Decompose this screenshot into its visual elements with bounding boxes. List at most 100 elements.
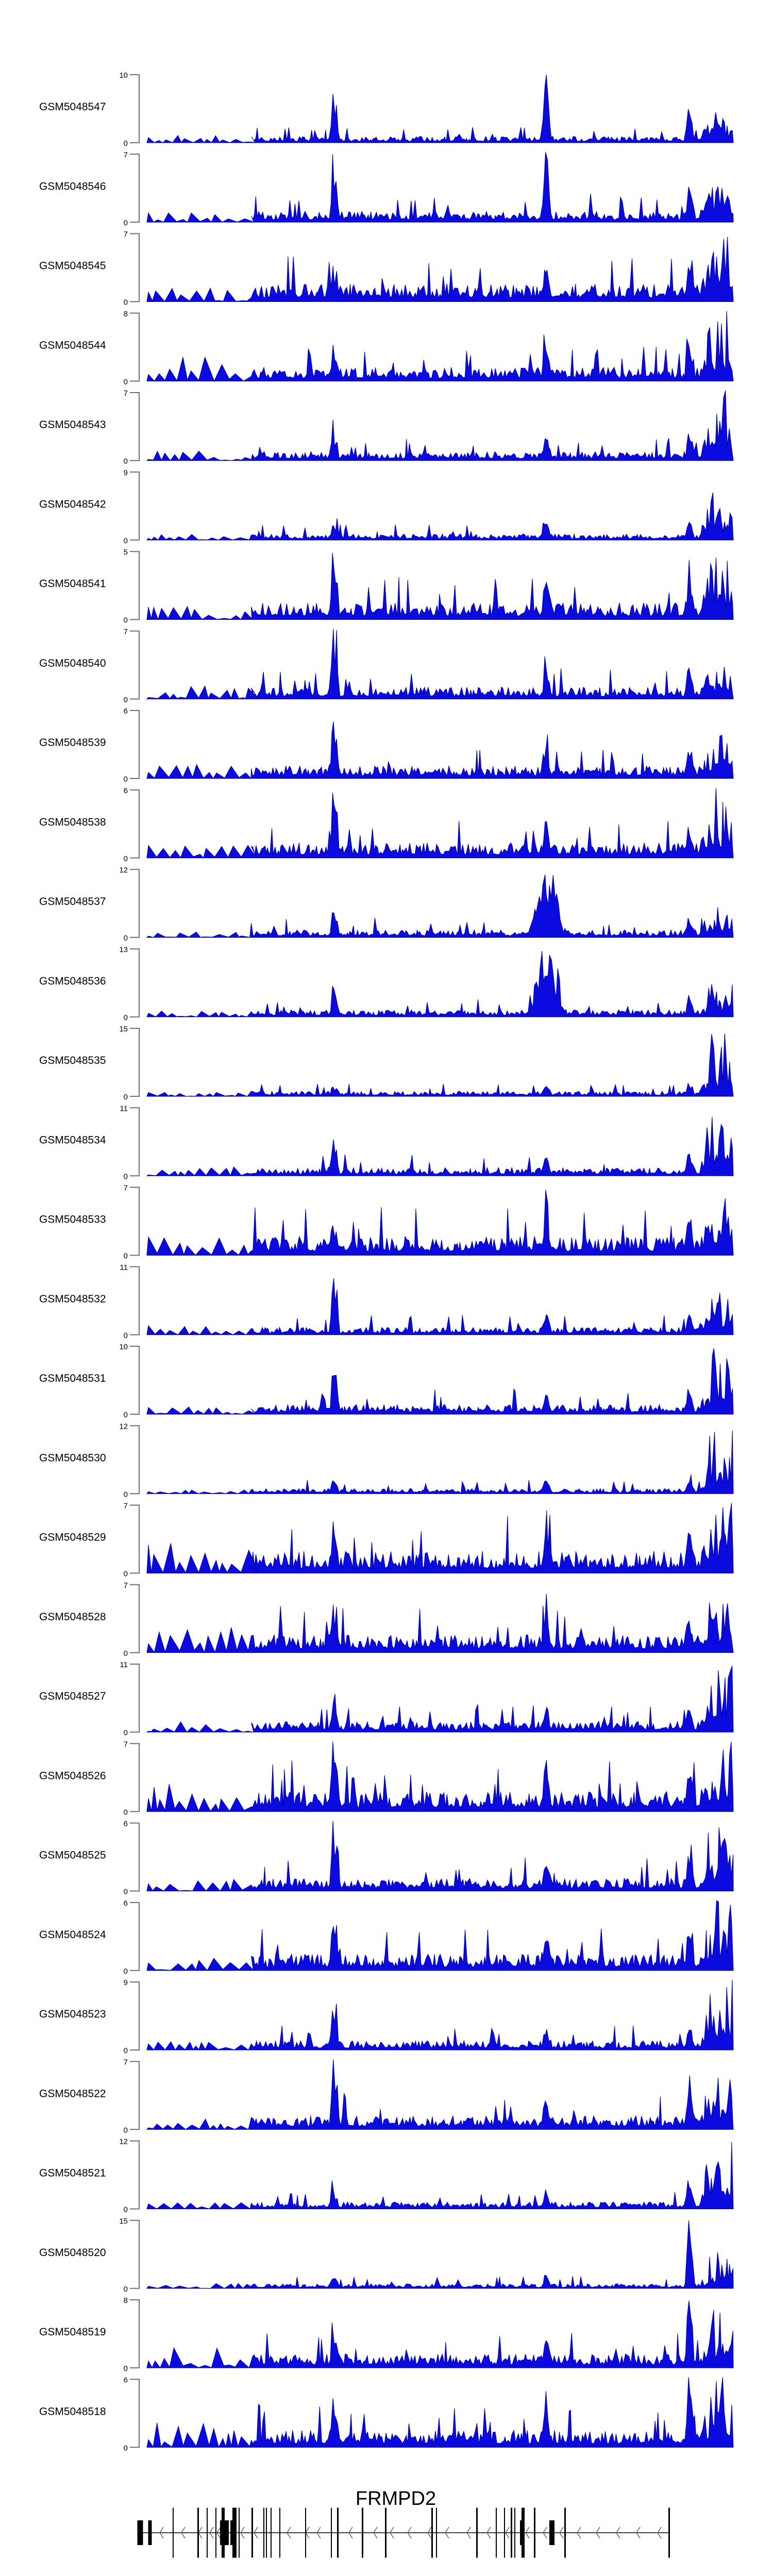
exon-box-tall bbox=[239, 2507, 240, 2558]
y-axis-max-tick-label: 11 bbox=[120, 1104, 128, 1113]
signal-histogram bbox=[146, 1033, 734, 1097]
signal-histogram bbox=[146, 1116, 734, 1177]
minus-strand-arrow-icon bbox=[427, 2527, 432, 2539]
coverage-track-GSM5048519: GSM5048519 8 0 bbox=[39, 2296, 734, 2373]
exon-box-tall bbox=[534, 2507, 535, 2558]
minus-strand-arrow-icon bbox=[657, 2527, 662, 2539]
signal-histogram bbox=[146, 492, 734, 541]
signal-histogram bbox=[146, 1594, 734, 1654]
minus-strand-arrow-icon bbox=[525, 2527, 530, 2539]
y-axis-bracket bbox=[130, 1822, 140, 1892]
coverage-track-GSM5048527: GSM5048527 11 0 bbox=[39, 1660, 734, 1737]
coverage-track-GSM5048523: GSM5048523 9 0 bbox=[39, 1978, 734, 2055]
y-axis-bracket bbox=[130, 789, 140, 859]
signal-histogram bbox=[146, 1666, 734, 1733]
coverage-track-GSM5048518: GSM5048518 6 0 bbox=[39, 2376, 734, 2452]
track-label: GSM5048541 bbox=[39, 578, 106, 590]
y-axis-max-tick-label: 10 bbox=[119, 71, 128, 80]
track-label: GSM5048538 bbox=[39, 816, 106, 828]
y-axis-bracket bbox=[130, 2061, 140, 2130]
signal-histogram bbox=[146, 74, 734, 143]
y-axis-max-tick-label: 7 bbox=[124, 2058, 128, 2066]
coverage-track-GSM5048536: GSM5048536 13 0 bbox=[39, 945, 734, 1022]
coverage-tracks-group: GSM5048547100GSM504854670GSM504854570GSM… bbox=[39, 71, 734, 2452]
minus-strand-arrow-icon bbox=[543, 2527, 547, 2539]
exon-box-tall bbox=[476, 2507, 478, 2558]
y-axis-bracket bbox=[130, 1107, 140, 1177]
track-label: GSM5048526 bbox=[39, 1770, 106, 1782]
coverage-track-GSM5048531: GSM5048531 10 0 bbox=[39, 1343, 734, 1419]
y-axis-bracket bbox=[130, 471, 140, 541]
coverage-track-GSM5048543: GSM5048543 7 0 bbox=[39, 389, 734, 466]
track-label: GSM5048523 bbox=[39, 2008, 106, 2020]
coverage-track-GSM5048520: GSM5048520 15 0 bbox=[39, 2217, 734, 2294]
track-label: GSM5048518 bbox=[39, 2405, 106, 2417]
exon-box-tall bbox=[251, 2507, 253, 2558]
exon-box-tall bbox=[305, 2507, 306, 2558]
y-axis-zero-tick-label: 0 bbox=[124, 696, 128, 704]
y-axis-zero-tick-label: 0 bbox=[124, 1490, 128, 1499]
y-axis-zero-tick-label: 0 bbox=[124, 139, 128, 148]
exon-box-tall bbox=[271, 2507, 272, 2558]
exon-box-tall bbox=[496, 2507, 497, 2558]
minus-strand-arrow-icon bbox=[181, 2527, 186, 2539]
y-axis-zero-tick-label: 0 bbox=[124, 1252, 128, 1261]
minus-strand-arrow-icon bbox=[466, 2527, 471, 2539]
y-axis-zero-tick-label: 0 bbox=[124, 854, 128, 863]
y-axis-max-tick-label: 7 bbox=[124, 1184, 128, 1193]
coverage-track-GSM5048544: GSM5048544 8 0 bbox=[39, 310, 734, 386]
coverage-track-GSM5048540: GSM5048540 7 0 bbox=[39, 628, 734, 704]
y-axis-bracket bbox=[130, 630, 140, 700]
coverage-track-GSM5048522: GSM5048522 7 0 bbox=[39, 2058, 734, 2134]
coverage-track-GSM5048538: GSM5048538 6 0 bbox=[39, 786, 734, 863]
track-label: GSM5048536 bbox=[39, 975, 106, 987]
y-axis-max-tick-label: 9 bbox=[124, 468, 128, 477]
y-axis-zero-tick-label: 0 bbox=[124, 1411, 128, 1419]
coverage-track-GSM5048539: GSM5048539 6 0 bbox=[39, 707, 734, 784]
track-label: GSM5048519 bbox=[39, 2326, 106, 2338]
coverage-track-GSM5048535: GSM5048535 15 0 bbox=[39, 1025, 734, 1101]
signal-histogram bbox=[146, 1741, 734, 1812]
y-axis-zero-tick-label: 0 bbox=[124, 1013, 128, 1022]
y-axis-max-tick-label: 8 bbox=[124, 310, 128, 318]
exon-box-tall bbox=[215, 2507, 216, 2558]
minus-strand-arrow-icon bbox=[559, 2527, 564, 2539]
track-label: GSM5048533 bbox=[39, 1214, 106, 1226]
y-axis-zero-tick-label: 0 bbox=[124, 2206, 128, 2214]
coverage-track-GSM5048533: GSM5048533 7 0 bbox=[39, 1184, 734, 1261]
track-label: GSM5048527 bbox=[39, 1690, 106, 1702]
signal-histogram bbox=[146, 2377, 734, 2448]
track-label: GSM5048537 bbox=[39, 896, 106, 908]
y-axis-zero-tick-label: 0 bbox=[124, 2444, 128, 2452]
signal-histogram bbox=[146, 1430, 734, 1495]
y-axis-max-tick-label: 10 bbox=[119, 1343, 128, 1351]
y-axis-bracket bbox=[130, 2299, 140, 2368]
y-axis-bracket bbox=[130, 74, 140, 143]
y-axis-max-tick-label: 12 bbox=[119, 2138, 128, 2146]
track-label: GSM5048528 bbox=[39, 1611, 106, 1623]
y-axis-zero-tick-label: 0 bbox=[124, 1728, 128, 1737]
track-label: GSM5048535 bbox=[39, 1055, 106, 1066]
minus-strand-arrow-icon bbox=[254, 2527, 258, 2539]
y-axis-bracket bbox=[130, 2379, 140, 2448]
y-axis-bracket bbox=[130, 1981, 140, 2050]
y-axis-max-tick-label: 12 bbox=[119, 1422, 128, 1431]
exon-box-thick bbox=[230, 2520, 236, 2545]
exon-box-thick bbox=[549, 2520, 554, 2545]
y-axis-zero-tick-label: 0 bbox=[124, 1888, 128, 1896]
y-axis-zero-tick-label: 0 bbox=[124, 1172, 128, 1181]
signal-histogram bbox=[146, 951, 734, 1018]
signal-histogram bbox=[146, 1900, 734, 1971]
y-axis-bracket bbox=[130, 551, 140, 620]
y-axis-bracket bbox=[130, 1028, 140, 1097]
signal-histogram bbox=[146, 1821, 734, 1892]
track-label: GSM5048534 bbox=[39, 1134, 106, 1146]
y-axis-max-tick-label: 15 bbox=[119, 2217, 128, 2226]
track-label: GSM5048547 bbox=[39, 101, 106, 113]
track-label: GSM5048546 bbox=[39, 180, 106, 192]
minus-strand-arrow-icon bbox=[407, 2527, 412, 2539]
exon-box-thick bbox=[148, 2520, 152, 2545]
exon-box-thick bbox=[220, 2520, 224, 2545]
exon-box-tall bbox=[263, 2507, 264, 2558]
